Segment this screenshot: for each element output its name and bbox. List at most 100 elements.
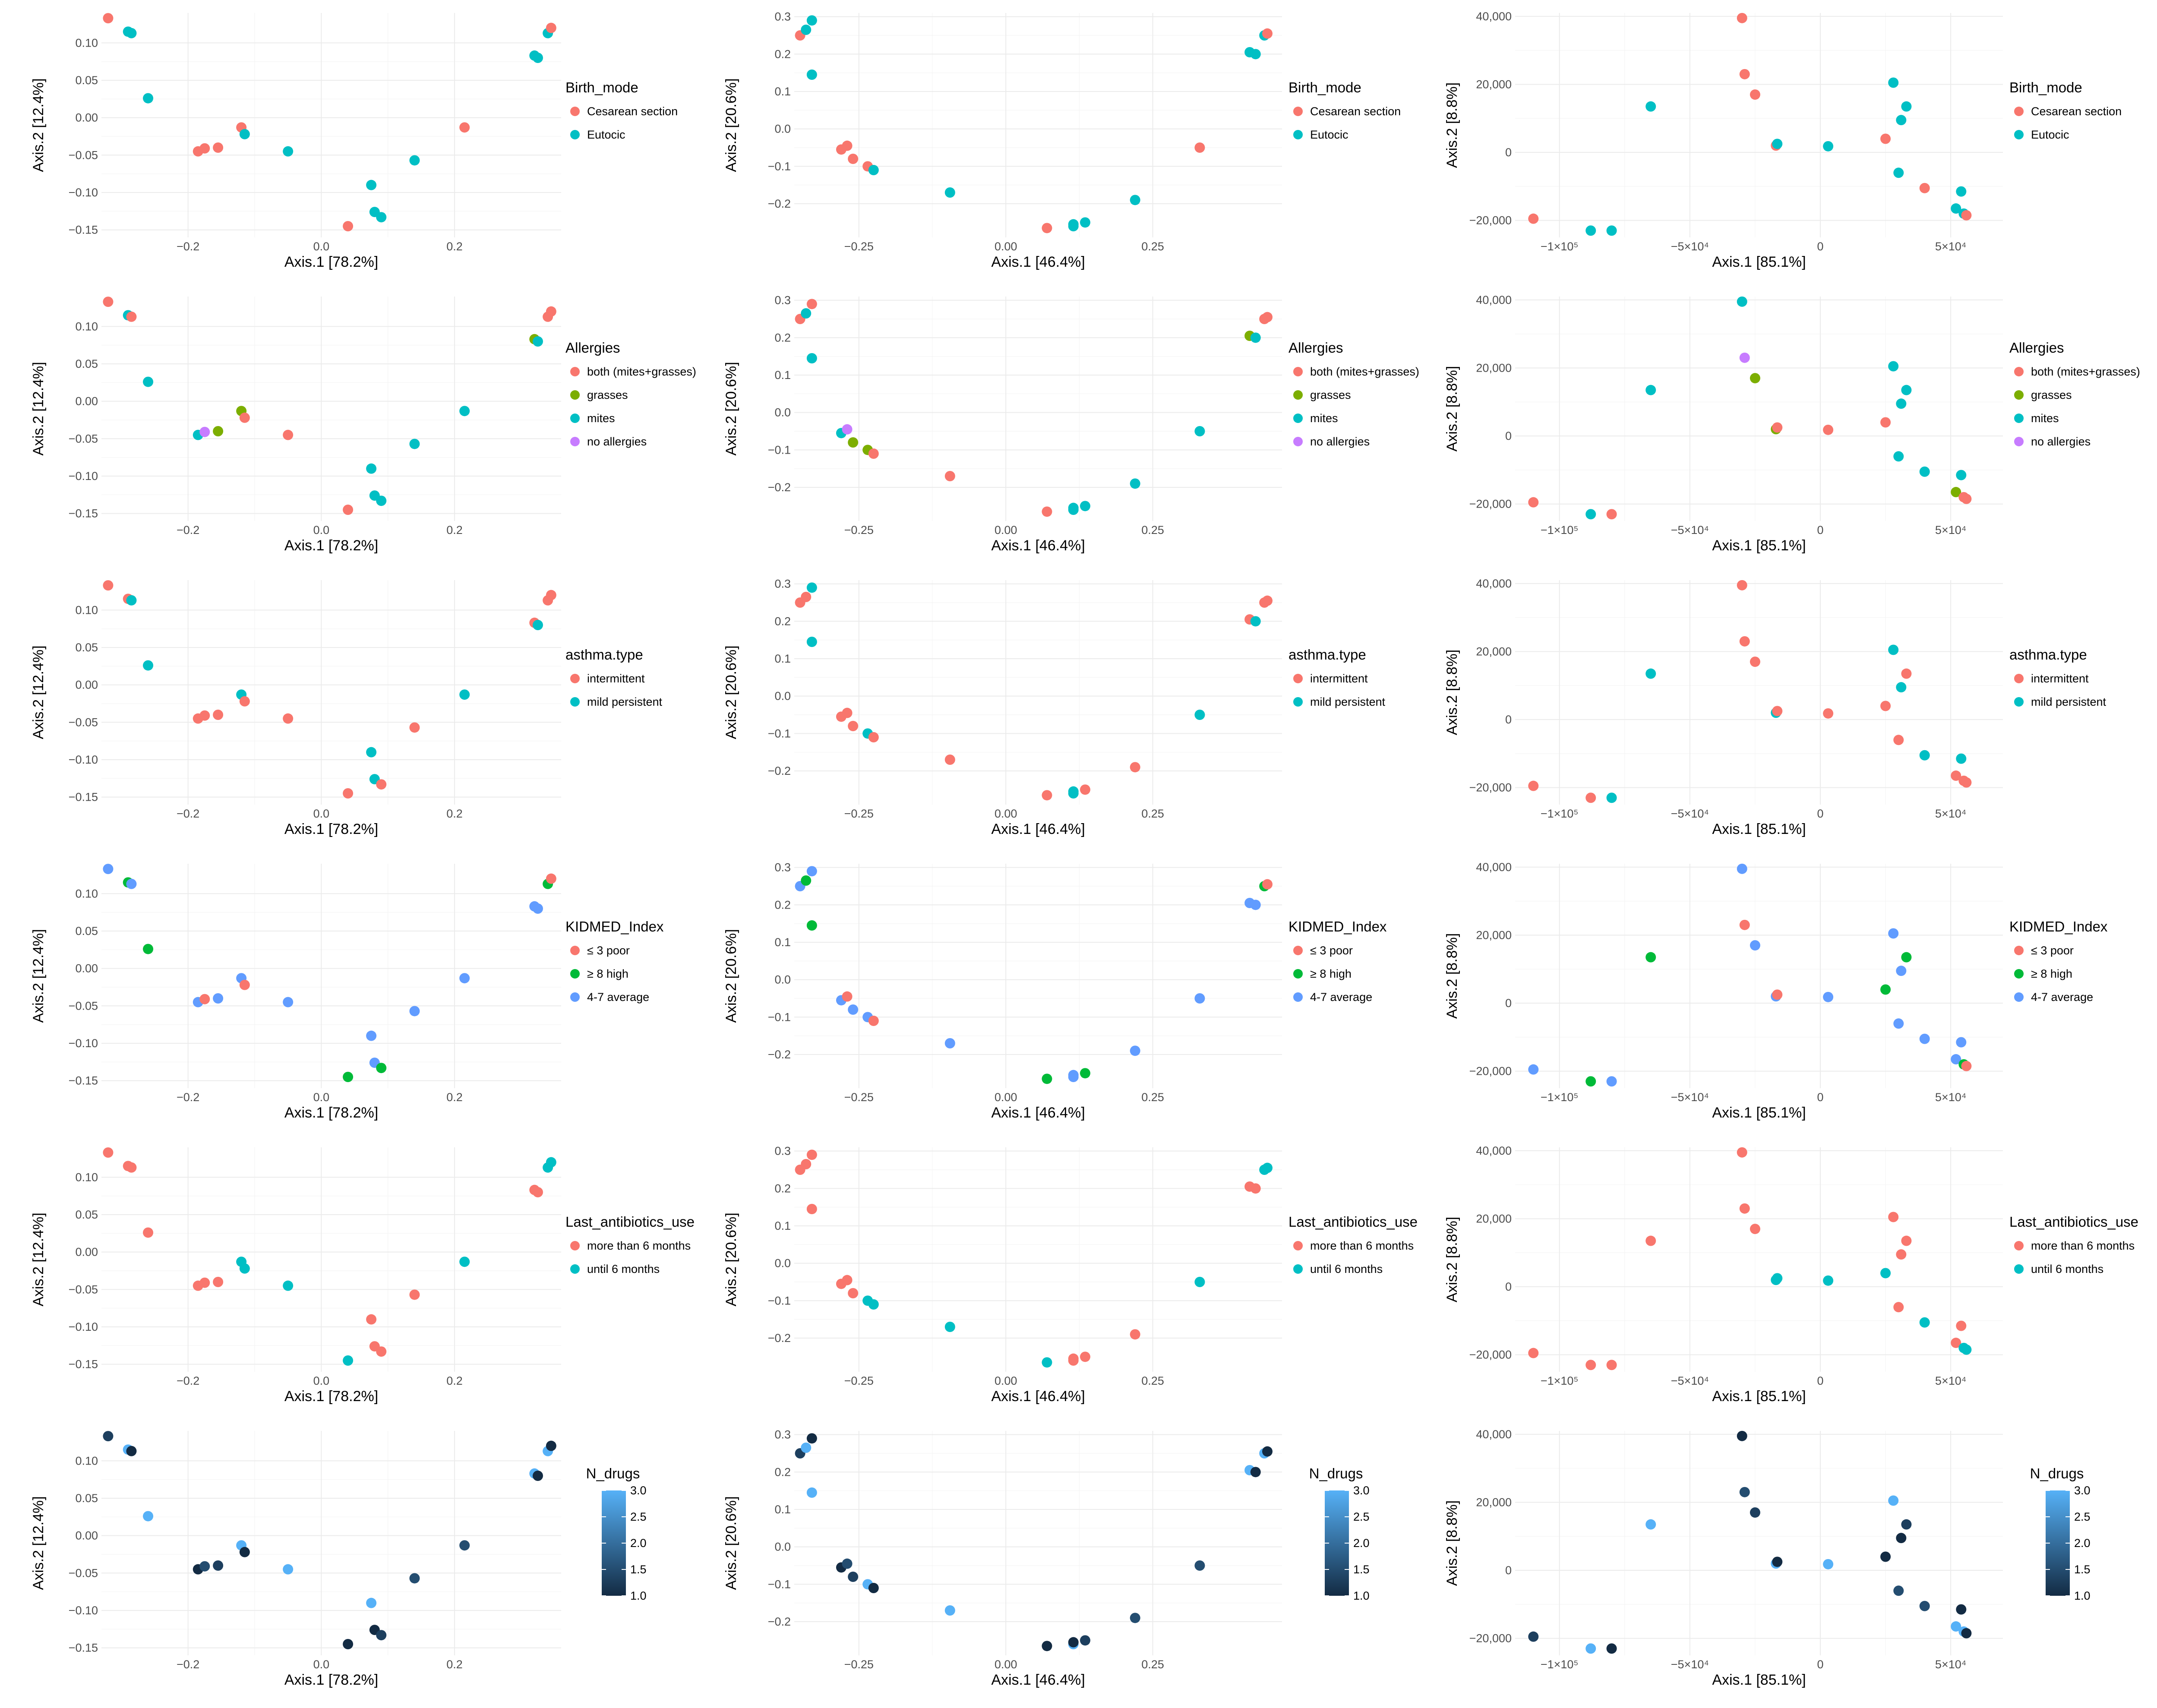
x-tick-label: 0 [1817,1658,1823,1671]
legend-key [1293,969,1303,979]
legend-label: grasses [1310,388,1351,401]
y-tick-label: −20,000 [1469,1632,1512,1645]
data-point [1042,1641,1052,1651]
x-axis-title: Axis.1 [46.4%] [991,254,1085,270]
legend-label: Cesarean section [1310,105,1401,118]
data-point [1739,69,1750,79]
data-point [1880,984,1891,995]
data-point [1528,1348,1539,1358]
legend-key [570,1241,580,1250]
row-birth-mode: −0.2 0.0 0.2−0.15−0.10−0.050.000.050.10Axi… [30,10,2122,270]
y-tick-label: 0.10 [75,603,98,616]
data-point [1750,373,1760,384]
data-point [848,1572,859,1582]
data-point [1956,1037,1967,1048]
data-point [806,866,817,877]
y-tick-label: 0.3 [774,1145,791,1158]
y-tick-label: 0.1 [774,1219,791,1232]
legend-label: both (mites+grasses) [2031,365,2140,378]
data-point [1880,1551,1891,1562]
data-point [239,1547,250,1557]
data-point [459,406,470,417]
data-point [1130,478,1140,489]
y-tick-label: 0.05 [75,1492,98,1505]
data-point [1880,133,1891,144]
data-point [1194,1560,1205,1571]
row-n-drugs: −0.2 0.0 0.2−0.15−0.10−0.050.000.050.10Axi… [30,1428,2091,1688]
x-tick-label: 0.25 [1141,1374,1164,1387]
data-point [376,496,387,506]
y-tick-label: −0.2 [768,1332,791,1345]
y-tick-label: 20,000 [1476,928,1512,941]
y-tick-label: −20,000 [1469,781,1512,794]
legend-key [570,969,580,979]
legend-label: no allergies [587,435,647,448]
data-point [868,1299,879,1310]
data-point [532,1471,543,1481]
scatter-panel-b: −0.25 0.00 0.25 −0.2 −0.1 0.0 0.1 0.2 0.3 Axis.1 … [723,10,1282,270]
data-point [213,1277,224,1287]
scatter-panel-c: −1×10⁵ −5×10⁴ 0 5×10⁴ −20,000 0 20,000 40,000 Ax… [1444,861,2003,1121]
data-point [1772,706,1783,717]
data-point [1901,101,1912,112]
y-axis-title: Axis.2 [8.8%] [1444,1217,1460,1302]
y-tick-label: 0.2 [774,615,791,628]
y-tick-label: 0.3 [774,10,791,23]
x-tick-label: −0.25 [844,1374,874,1387]
data-point [376,212,387,223]
data-point [1919,1033,1930,1044]
colorbar-label: 2.5 [1353,1510,1370,1523]
data-point [1262,28,1273,39]
data-point [842,991,853,1002]
data-point [126,1446,137,1456]
data-point [1893,1302,1904,1313]
data-point [1130,1329,1140,1340]
x-tick-label: 0 [1817,1091,1823,1104]
y-tick-label: −0.15 [69,1642,98,1654]
y-tick-label: 40,000 [1476,1144,1512,1157]
y-tick-label: 0.00 [75,1246,98,1259]
data-point [1262,1162,1273,1173]
data-point [801,875,812,886]
scatter-panel-b: −0.25 0.00 0.25 −0.2 −0.1 0.0 0.1 0.2 0.3 Axis.1 … [723,1428,1282,1688]
y-tick-label: −0.1 [768,443,791,456]
data-point [1919,750,1930,761]
data-point [1739,352,1750,363]
y-tick-label: 0.2 [774,1182,791,1195]
x-axis-title: Axis.1 [46.4%] [991,821,1085,837]
colorbar-label: 1.0 [630,1589,647,1602]
x-tick-label: 0 [1817,807,1823,820]
data-point [1068,1637,1079,1648]
data-point [1080,217,1090,228]
data-point [1080,1351,1090,1362]
legend-title: Allergies [565,340,620,356]
scatter-panel-b: −0.25 0.00 0.25 −0.2 −0.1 0.0 0.1 0.2 0.3 Axis.1 … [723,861,1282,1121]
y-tick-label: −0.05 [69,999,98,1012]
legend-label: no allergies [1310,435,1370,448]
data-point [199,1561,210,1572]
data-point [1951,1338,1961,1348]
legend-key [570,414,580,423]
data-point [1262,1446,1273,1457]
data-point [1528,1064,1539,1075]
data-point [239,696,250,707]
colorbar-label: 2.5 [2074,1510,2091,1523]
data-point [801,592,812,602]
data-point [1250,616,1261,627]
data-point [1880,1268,1891,1279]
legend-label: Eutocic [587,128,625,141]
y-tick-label: 0.1 [774,1503,791,1516]
row-kidmed-index: −0.2 0.0 0.2−0.15−0.10−0.050.000.050.10Axi… [30,861,2108,1121]
data-point [1068,502,1079,513]
x-tick-label: 0.0 [313,240,330,253]
data-point [1956,1320,1967,1331]
data-point [213,1560,224,1571]
legend-key [570,946,580,955]
data-point [366,747,377,758]
y-tick-label: −0.15 [69,507,98,520]
y-tick-label: 40,000 [1476,10,1512,23]
data-point [1042,223,1052,234]
legend-title: Last_antibiotics_use [565,1214,695,1230]
legend-title: KIDMED_Index [2009,919,2108,935]
data-point [1194,142,1205,153]
